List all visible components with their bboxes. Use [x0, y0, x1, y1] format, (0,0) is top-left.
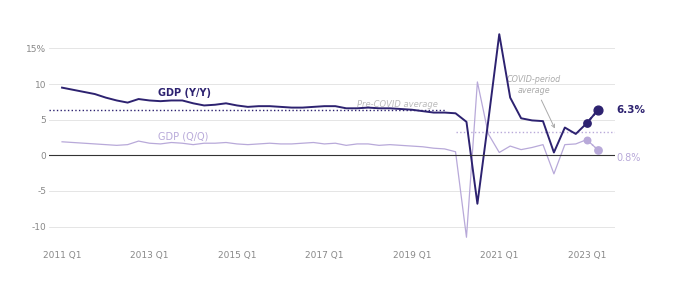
Text: GDP (Y/Y): GDP (Y/Y): [158, 88, 211, 98]
Text: 0.8%: 0.8%: [617, 153, 641, 163]
Text: 6.3%: 6.3%: [617, 105, 645, 115]
Text: GDP (Q/Q): GDP (Q/Q): [158, 131, 208, 141]
Text: COVID-period
average: COVID-period average: [507, 75, 561, 128]
Point: [592, 108, 603, 113]
Point: [592, 147, 603, 152]
Text: Pre-COVID average: Pre-COVID average: [357, 100, 438, 109]
Point: [581, 121, 592, 125]
Point: [581, 137, 592, 142]
